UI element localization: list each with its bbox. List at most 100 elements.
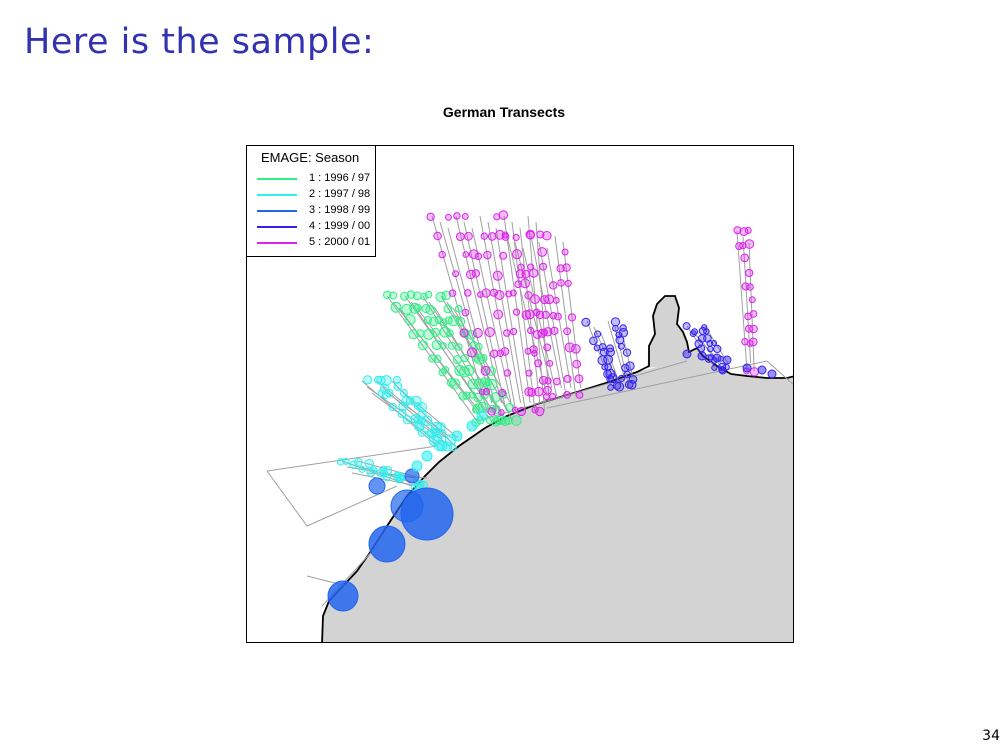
transect-line (266, 470, 308, 527)
sighting-marker (441, 365, 450, 374)
sighting-marker (436, 440, 448, 452)
sighting-marker (509, 289, 517, 297)
transect-line (530, 235, 562, 389)
sighting-marker (542, 230, 552, 241)
sighting-marker (363, 375, 373, 385)
sighting-marker (439, 342, 447, 350)
sighting-marker (354, 458, 363, 467)
sighting-marker (501, 233, 510, 241)
sighting-marker (493, 213, 501, 221)
sighting-marker (406, 290, 416, 299)
sighting-marker (740, 253, 750, 263)
legend-label: 5 : 2000 / 01 (309, 236, 371, 248)
transect-line (398, 307, 485, 422)
sighting-marker (454, 305, 463, 313)
sighting-marker (594, 330, 602, 338)
sighting-marker (682, 322, 691, 331)
sighting-marker (433, 354, 442, 363)
sighting-marker (493, 309, 504, 320)
sighting-marker (480, 365, 491, 376)
legend-label: 2 : 1997 / 98 (309, 188, 371, 200)
sighting-marker (489, 349, 499, 358)
sighting-marker (404, 314, 416, 326)
sighting-marker (521, 310, 532, 320)
sighting-marker (575, 391, 584, 399)
sighting-marker (512, 308, 521, 316)
sighting-marker (607, 373, 618, 384)
sighting-marker (342, 457, 350, 465)
sighting-marker (429, 316, 439, 327)
transect-line (511, 221, 536, 412)
sighting-marker (376, 375, 386, 386)
sighting-marker (525, 229, 536, 240)
sighting-marker (394, 471, 402, 479)
sighting-marker (486, 378, 498, 391)
sighting-marker (498, 210, 509, 220)
sighting-marker (449, 378, 461, 390)
sighting-marker (757, 365, 767, 375)
transect-line (514, 241, 553, 389)
sighting-marker (471, 269, 481, 278)
sighting-marker (550, 326, 559, 336)
sighting-marker (767, 369, 777, 379)
sighting-marker (379, 383, 390, 394)
sighting-marker (504, 416, 513, 425)
map-title: German Transects (442, 104, 566, 120)
transect-line (487, 221, 522, 404)
sighting-marker (537, 328, 547, 338)
sighting-marker (562, 263, 571, 272)
transect-line (562, 241, 582, 389)
sighting-marker (527, 326, 535, 335)
sighting-marker (399, 291, 410, 301)
sighting-marker (527, 387, 537, 397)
sighting-marker (561, 248, 569, 256)
sighting-marker (465, 269, 476, 280)
sighting-marker (409, 302, 421, 314)
sighting-marker (489, 392, 501, 403)
sighting-marker (426, 212, 435, 221)
sighting-marker (511, 415, 522, 426)
transect-line (351, 472, 419, 487)
sighting-marker (612, 324, 619, 332)
sighting-marker (475, 342, 483, 351)
sighting-marker (474, 252, 483, 261)
sighting-marker (390, 489, 424, 523)
sighting-marker (390, 301, 402, 313)
sighting-marker (567, 313, 577, 322)
sighting-marker (430, 327, 440, 337)
sighting-marker (401, 303, 413, 315)
legend-title: EMAGE: Season (261, 150, 360, 165)
transect-line (463, 221, 507, 412)
sighting-marker (492, 270, 503, 281)
legend-item-season-2: 2 : 1997 / 98 (257, 188, 375, 202)
sighting-marker (452, 355, 462, 365)
sighting-marker (500, 416, 511, 427)
sighting-marker (466, 347, 477, 358)
sighting-marker (412, 291, 422, 301)
sighting-marker (744, 226, 752, 234)
sighting-marker (455, 316, 466, 327)
sighting-marker (572, 359, 582, 369)
sighting-marker (722, 355, 732, 365)
transect-line (431, 215, 488, 412)
sighting-marker (503, 369, 512, 377)
sighting-marker (404, 468, 420, 484)
sighting-marker (462, 251, 470, 258)
page-number: 34 (982, 728, 1000, 744)
sighting-marker (533, 386, 544, 397)
sighting-marker (748, 296, 756, 304)
sighting-marker (468, 249, 479, 260)
sighting-marker (549, 281, 558, 290)
sighting-marker (722, 363, 730, 371)
sighting-marker (483, 250, 492, 260)
sighting-marker (564, 279, 572, 287)
sighting-marker (416, 422, 425, 431)
sighting-marker (452, 270, 460, 278)
sighting-marker (525, 369, 533, 377)
sighting-marker (537, 247, 548, 257)
sighting-marker (707, 345, 714, 353)
sighting-marker (563, 390, 572, 399)
legend-swatch (257, 178, 297, 180)
sighting-marker (385, 388, 394, 398)
sighting-marker (563, 327, 572, 336)
